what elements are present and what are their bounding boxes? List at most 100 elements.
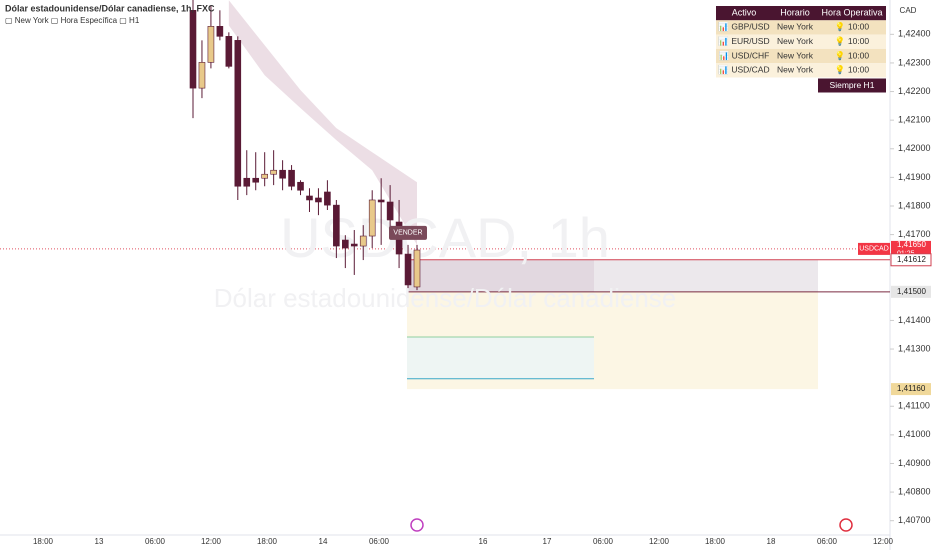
table-header: Activo	[732, 8, 757, 18]
table-cell	[818, 20, 886, 35]
candle-body	[207, 26, 215, 63]
candle-body	[350, 243, 358, 247]
y-tick-label: 1,42400	[898, 29, 931, 39]
candle-body	[306, 195, 313, 201]
y-tick-label: 1,42300	[898, 57, 931, 67]
symbol-tag-bg	[858, 242, 890, 255]
y-tick-label: 1,41300	[898, 343, 931, 353]
table-text: 📊 USD/CHF	[719, 50, 770, 60]
y-tick-label: 1,41100	[898, 401, 930, 411]
candle-body	[234, 40, 242, 187]
table-text: 📊 USD/CAD	[718, 65, 769, 75]
table-header: Hora Operativa	[821, 8, 882, 18]
x-tick-label: 06:00	[145, 537, 166, 546]
table-header: Horario	[780, 8, 810, 18]
candle-body	[342, 239, 349, 249]
candle-body	[359, 235, 367, 247]
y-tick-label: 1,41000	[898, 429, 931, 439]
table-text: New York	[777, 22, 814, 32]
x-tick-label: 18	[767, 537, 776, 546]
x-tick-label: 16	[479, 537, 488, 546]
band	[228, 0, 417, 245]
x-tick-label: 14	[319, 537, 328, 546]
y-tick-label: 1,40800	[898, 486, 931, 496]
candle-body	[216, 26, 224, 37]
candle-body	[404, 253, 412, 286]
stop-zone-inner	[407, 259, 594, 292]
table-text: 📊 GBP/USD	[718, 22, 769, 32]
table-cell	[772, 48, 818, 64]
x-tick-label: 17	[543, 537, 552, 546]
y-tick-label: 1,41400	[898, 315, 931, 325]
candle-body	[288, 169, 295, 187]
candle-body	[324, 191, 331, 206]
y-tick-label: 1,41700	[898, 229, 931, 239]
symbol-tag: USDCAD	[859, 246, 889, 253]
table-text: New York	[777, 36, 814, 46]
watermark: USDCAD, 1h	[280, 206, 610, 269]
current-price-tag-bg	[891, 240, 931, 257]
table-text: New York	[777, 50, 814, 60]
candle-body	[243, 177, 251, 187]
candle-body	[413, 249, 421, 288]
table-text: 💡 10:00	[835, 36, 869, 46]
table-cell	[772, 34, 818, 49]
candle-body	[225, 36, 233, 67]
candle-body	[297, 181, 304, 191]
table-cell	[716, 63, 772, 78]
candle-body	[261, 173, 268, 179]
x-tick-label: 12:00	[201, 537, 222, 546]
table-cell	[772, 20, 818, 35]
table-text: 💡 10:00	[835, 65, 869, 75]
candle-body	[252, 177, 260, 183]
entry-tag-bg	[891, 253, 931, 266]
current-price-tag: 1,41650	[897, 240, 926, 249]
candle-body	[198, 62, 206, 89]
replay-icon[interactable]	[410, 518, 424, 532]
signal-label: VENDER	[393, 230, 422, 237]
y-tick-label: 1,40700	[898, 515, 931, 525]
watermark-subtitle: Dólar estadounidense/Dólar canadiense	[214, 283, 677, 313]
y-tick-label: 1,42200	[898, 86, 931, 96]
table-header-cell	[772, 6, 818, 21]
table-cell	[818, 48, 886, 64]
candle-body	[270, 169, 277, 175]
mid-zone	[407, 337, 594, 379]
y-tick-label: 1,42100	[898, 115, 931, 125]
signal-bg	[389, 225, 427, 240]
candle-body	[377, 199, 385, 203]
table-button[interactable]	[818, 78, 886, 93]
y-tick-label: 1,41900	[898, 172, 931, 182]
table-text: 💡 10:00	[835, 22, 869, 32]
stop-tag-bg	[891, 285, 931, 298]
y-tick-label: 1,40900	[898, 458, 931, 468]
x-tick-label: 06:00	[369, 537, 390, 546]
x-tick-label: 12:00	[873, 537, 894, 546]
x-tick-label: 06:00	[817, 537, 838, 546]
entry-tag: 1,41612	[897, 255, 926, 264]
table-header-cell	[716, 6, 772, 21]
alert-icon[interactable]	[839, 518, 853, 532]
chart-title: Dólar estadounidense/Dólar canadiense, 1…	[5, 3, 215, 13]
candle-body	[333, 204, 340, 247]
x-tick-label: 06:00	[593, 537, 614, 546]
target-tag: 1,41160	[897, 384, 926, 393]
candle-body	[315, 197, 322, 203]
candle-body	[279, 169, 286, 179]
chart-subtitle: ▢ New York ▢ Hora Específica ▢ H1	[5, 16, 140, 25]
candle-body	[368, 199, 376, 237]
table-header-cell	[818, 6, 886, 21]
x-tick-label: 18:00	[257, 537, 278, 546]
table-button-label: Siempre H1	[830, 80, 875, 90]
table-text: 💡 10:00	[835, 50, 869, 60]
target-tag-bg	[891, 383, 931, 396]
x-tick-label: 18:00	[33, 537, 54, 546]
entry-tag-border	[890, 253, 932, 267]
x-tick-label: 13	[95, 537, 104, 546]
x-tick-label: 18:00	[705, 537, 726, 546]
y-tick-label: 1,42000	[898, 143, 931, 153]
table-cell	[716, 20, 772, 35]
candle-body	[386, 201, 394, 221]
x-tick-label: 12:00	[649, 537, 670, 546]
